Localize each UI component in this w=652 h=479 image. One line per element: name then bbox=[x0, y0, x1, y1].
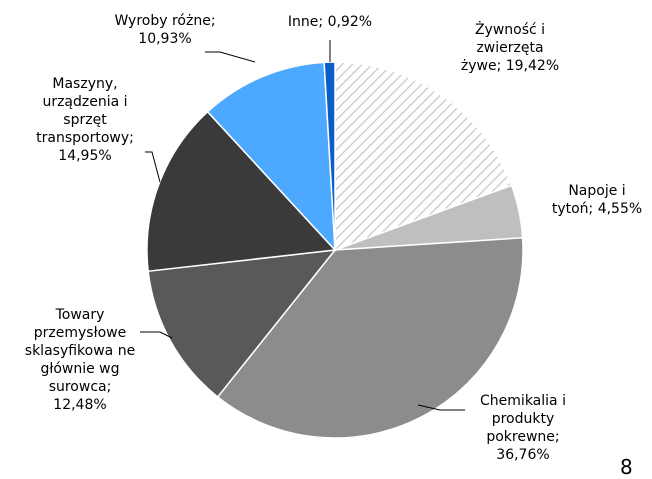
data-label: Napoje i tytoń; 4,55% bbox=[551, 183, 643, 217]
pie-slice bbox=[323, 61, 336, 251]
pie-slice bbox=[206, 61, 336, 253]
data-label: Chemikalia i produkty pokrewne; 36,76% bbox=[480, 393, 566, 463]
pie-slice bbox=[147, 249, 337, 398]
pie-slice bbox=[146, 110, 337, 273]
data-label: Towary przemysłowe sklasyfikowa ne główn… bbox=[24, 307, 136, 413]
pie-slice bbox=[216, 237, 524, 439]
data-label: Żywność i zwierzęta żywe; 19,42% bbox=[460, 22, 560, 74]
data-label: Wyroby różne; 10,93% bbox=[114, 13, 216, 47]
leader-lines bbox=[140, 40, 465, 411]
data-label: Inne; 0,92% bbox=[287, 14, 373, 30]
pie-slice bbox=[334, 61, 513, 252]
data-label: Maszyny, urządzenia i sprzęt transportow… bbox=[36, 76, 134, 164]
page-number: 8 bbox=[620, 455, 633, 479]
